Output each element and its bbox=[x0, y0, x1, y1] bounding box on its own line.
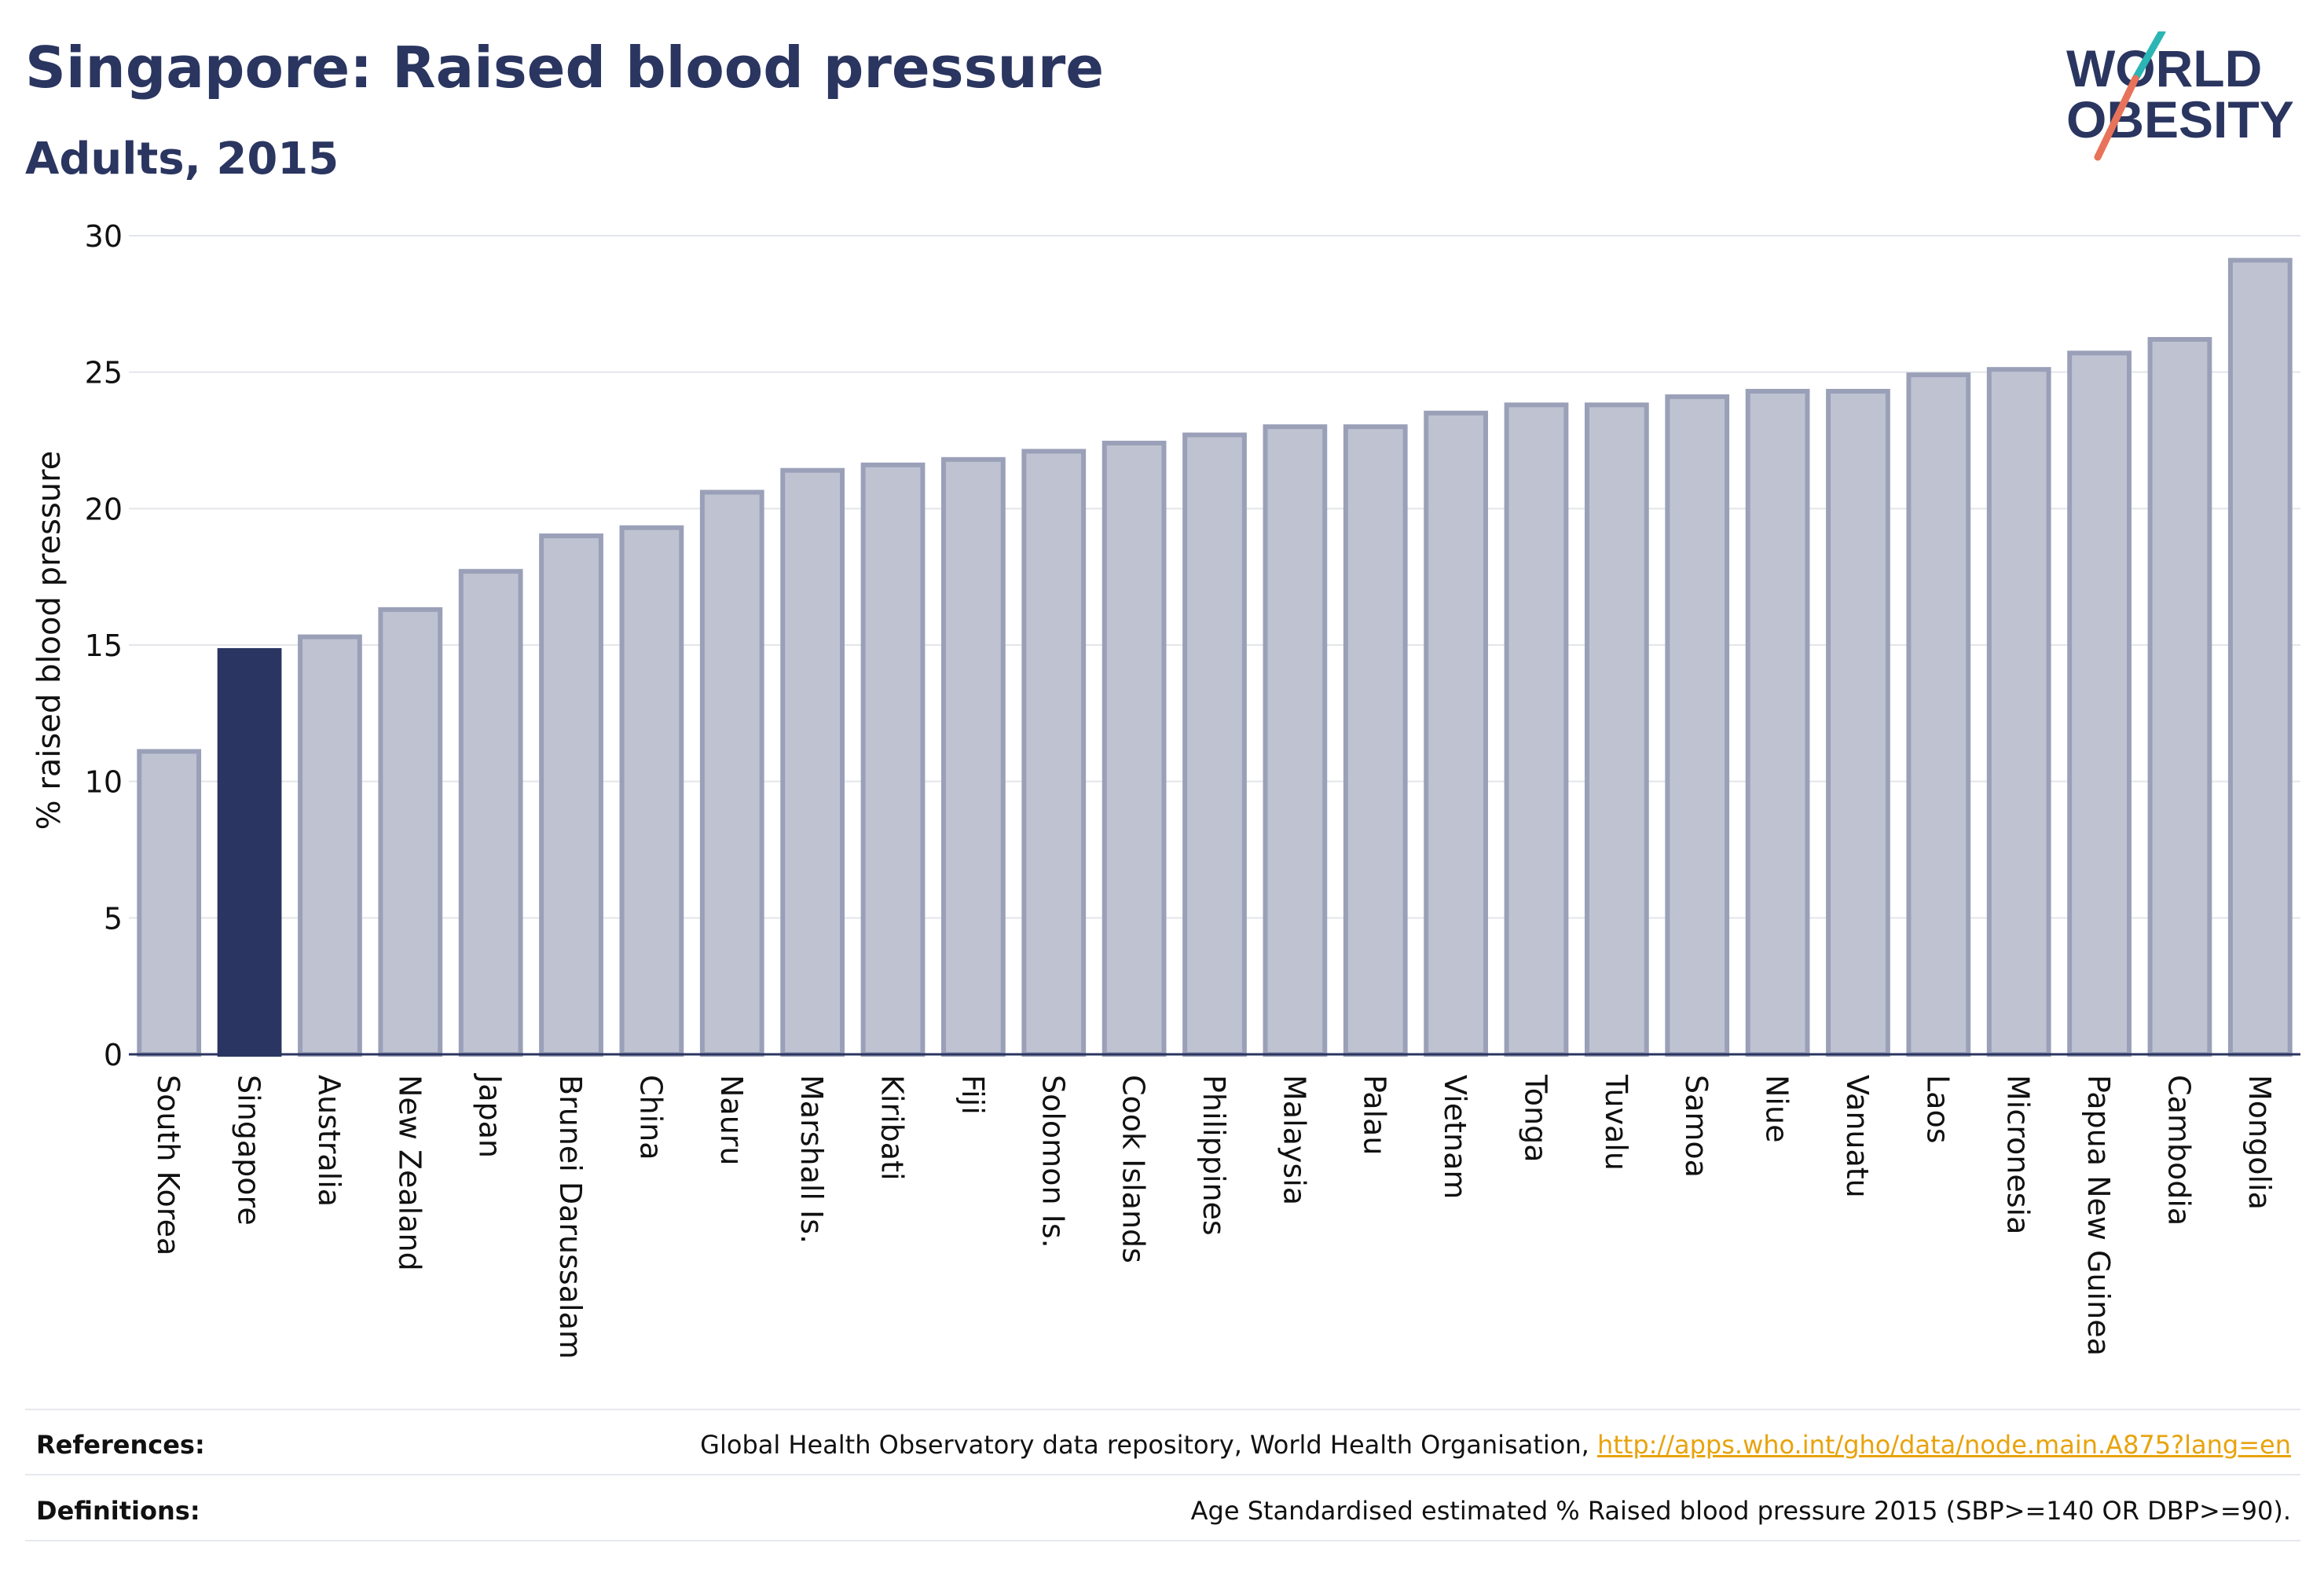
x-tick-label: New Zealand bbox=[392, 1075, 427, 1271]
logo-word-world: WORLD bbox=[2066, 39, 2262, 97]
bar bbox=[860, 462, 926, 1057]
bar bbox=[1263, 424, 1328, 1057]
bar-highlighted bbox=[217, 647, 282, 1057]
bar-chart: 0 5 10 15 20 25 30 South Korea Singapore Austral… bbox=[31, 219, 2300, 1359]
x-tick-label: Nauru bbox=[714, 1075, 749, 1166]
x-tick-label: Niue bbox=[1760, 1075, 1794, 1142]
logo-slash-coral bbox=[2094, 75, 2139, 161]
x-tick-label: Cook Islands bbox=[1116, 1075, 1151, 1263]
x-tick-label: Australia bbox=[312, 1075, 346, 1207]
references-source: Global Health Observatory data repositor… bbox=[700, 1430, 1597, 1460]
bar bbox=[378, 607, 443, 1057]
x-tick-label: Papua New Guinea bbox=[2081, 1075, 2116, 1356]
x-tick-label: Samoa bbox=[1679, 1075, 1714, 1178]
y-tick-label: 10 bbox=[85, 765, 123, 800]
y-tick-label: 20 bbox=[85, 492, 123, 526]
x-tick-label: Singapore bbox=[232, 1075, 266, 1226]
x-tick-label: Vietnam bbox=[1438, 1075, 1472, 1199]
x-tick-label: Brunei Darussalam bbox=[553, 1075, 588, 1359]
x-tick-label: Mongolia bbox=[2242, 1075, 2277, 1210]
bar bbox=[2067, 350, 2132, 1057]
bar bbox=[941, 456, 1006, 1057]
x-tick-label: Micronesia bbox=[2001, 1075, 2036, 1234]
x-tick-label: Tuvalu bbox=[1599, 1074, 1633, 1171]
bar bbox=[1584, 402, 1649, 1057]
x-tick-label: Marshall Is. bbox=[794, 1075, 829, 1244]
bar bbox=[137, 749, 202, 1057]
x-tick-label: South Korea bbox=[151, 1075, 185, 1255]
bar bbox=[458, 569, 523, 1057]
y-tick-label: 15 bbox=[85, 629, 123, 663]
x-tick-label: Palau bbox=[1358, 1075, 1392, 1155]
y-tick-label: 5 bbox=[104, 901, 123, 936]
definitions-text: Age Standardised estimated % Raised bloo… bbox=[1190, 1496, 2291, 1526]
x-tick-label: Laos bbox=[1920, 1075, 1955, 1144]
bar bbox=[780, 467, 845, 1057]
x-tick-label: China bbox=[633, 1075, 668, 1160]
x-tick-label: Cambodia bbox=[2161, 1075, 2196, 1226]
footer-divider-bottom bbox=[25, 1540, 2300, 1541]
bar bbox=[539, 533, 603, 1057]
bar bbox=[699, 489, 764, 1057]
references-text: Global Health Observatory data repositor… bbox=[700, 1430, 2291, 1460]
references-label: References: bbox=[36, 1430, 205, 1460]
y-tick-label: 30 bbox=[85, 219, 123, 254]
x-tick-label: Japan bbox=[473, 1073, 508, 1158]
footer-divider-middle bbox=[25, 1474, 2300, 1475]
bar-layer bbox=[137, 258, 2293, 1057]
bar bbox=[1504, 402, 1569, 1057]
x-tick-label: Malaysia bbox=[1277, 1075, 1311, 1205]
bar bbox=[1021, 449, 1087, 1057]
y-tick-label: 25 bbox=[85, 356, 123, 390]
bar bbox=[1665, 394, 1730, 1057]
bar bbox=[1182, 432, 1247, 1057]
y-axis-label: % raised blood pressure bbox=[31, 451, 68, 830]
bar bbox=[1745, 388, 1810, 1057]
chart-subtitle: Adults, 2015 bbox=[25, 134, 339, 185]
bar bbox=[298, 634, 362, 1057]
x-tick-label: Tonga bbox=[1518, 1074, 1552, 1163]
references-link[interactable]: http://apps.who.int/gho/data/node.main.A… bbox=[1596, 1430, 2291, 1460]
bar bbox=[619, 525, 684, 1057]
chart-title: Singapore: Raised blood pressure bbox=[25, 35, 1105, 101]
y-tick-labels: 0 5 10 15 20 25 30 bbox=[85, 219, 123, 1072]
bar bbox=[2147, 336, 2212, 1057]
bar bbox=[1906, 372, 1971, 1057]
bar bbox=[1826, 388, 1890, 1057]
bar bbox=[2227, 258, 2293, 1057]
bar bbox=[1986, 367, 2051, 1057]
footer-divider-top bbox=[25, 1409, 2300, 1410]
y-tick-label: 0 bbox=[104, 1038, 123, 1072]
x-tick-label: Kiribati bbox=[875, 1075, 910, 1181]
bar bbox=[1343, 424, 1408, 1057]
x-tick-label: Philippines bbox=[1197, 1075, 1231, 1236]
bar bbox=[1102, 440, 1167, 1057]
x-tick-label: Vanuatu bbox=[1840, 1075, 1875, 1198]
x-tick-label: Fiji bbox=[955, 1075, 990, 1115]
world-obesity-logo: WORLD OBESITY bbox=[2066, 31, 2294, 161]
bar bbox=[1424, 410, 1488, 1057]
x-tick-label: Solomon Is. bbox=[1036, 1075, 1070, 1248]
definitions-label: Definitions: bbox=[36, 1496, 200, 1526]
logo-slash-teal bbox=[2132, 31, 2166, 82]
x-tick-labels: South Korea Singapore Australia New Zealand… bbox=[151, 1073, 2277, 1359]
